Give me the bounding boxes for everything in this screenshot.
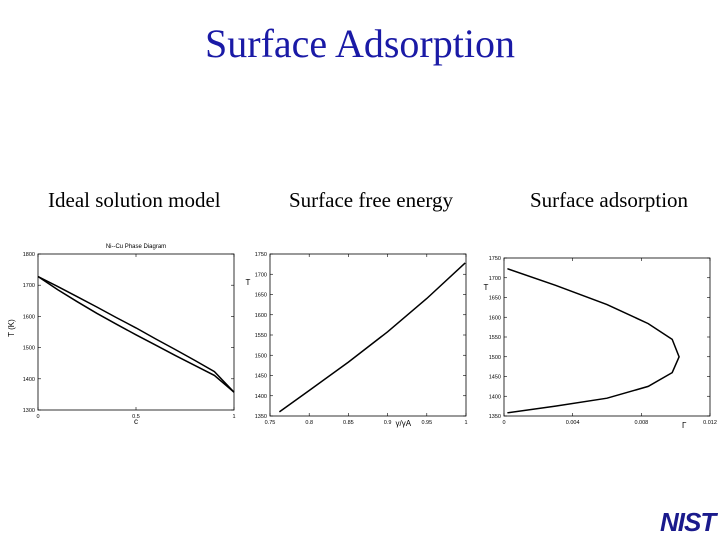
x-tick-label: 0.95 (421, 420, 432, 426)
x-tick-label: 0.8 (305, 420, 313, 426)
y-tick-label: 1600 (23, 314, 35, 320)
x-tick-label: 0 (502, 420, 505, 426)
y-tick-label: 1750 (489, 256, 501, 262)
y-tick-label: 1500 (489, 355, 501, 361)
y-tick-label: 1650 (255, 293, 267, 299)
y-tick-label: 1600 (255, 313, 267, 319)
y-tick-label: 1550 (255, 333, 267, 339)
caption-surface-adsorption: Surface adsorption (530, 188, 689, 212)
plot-frame (269, 253, 467, 417)
plot-frame (503, 257, 711, 417)
x-tick-label: 0 (36, 414, 39, 420)
series-line (37, 275, 235, 393)
slide-title: Surface Adsorption (205, 21, 515, 66)
x-tick-label: 0.75 (265, 420, 276, 426)
y-tick-label: 1750 (255, 252, 267, 258)
y-axis-label: T (484, 283, 489, 292)
chart-title: Ni--Cu Phase Diagram (106, 244, 166, 250)
surface-free-energy-chart: 0.75 0.8 0.85 0.9 0.95 1 1350 1400 1450 1500 1550 1… (246, 252, 468, 428)
x-tick-label: 0.004 (566, 420, 580, 426)
surface-adsorption-chart: 0 0.004 0.008 0.012 1350 1400 1450 1500 1550 1600… (484, 256, 717, 430)
y-tick-label: 1400 (23, 377, 35, 383)
plot-frame (37, 253, 235, 411)
x-tick-label: 0.9 (384, 420, 392, 426)
y-tick-label: 1800 (23, 252, 35, 258)
x-tick-label: 1 (464, 420, 467, 426)
y-axis-label: T (K) (7, 319, 16, 337)
y-tick-label: 1700 (255, 272, 267, 278)
y-tick-label: 1300 (23, 408, 35, 414)
y-tick-label: 1650 (489, 296, 501, 302)
y-tick-label: 1500 (255, 353, 267, 359)
y-tick-label: 1600 (489, 315, 501, 321)
x-tick-label: 0.85 (343, 420, 354, 426)
y-tick-label: 1550 (489, 335, 501, 341)
series-line (507, 267, 680, 414)
y-tick-label: 1450 (489, 375, 501, 381)
nist-logo: NIST (660, 507, 716, 537)
y-tick-label: 1400 (489, 394, 501, 400)
x-tick-label: 0.008 (634, 420, 648, 426)
y-axis-label: T (246, 278, 251, 287)
x-tick-label: 1 (232, 414, 235, 420)
y-tick-label: 1700 (23, 283, 35, 289)
y-tick-label: 1350 (255, 414, 267, 420)
y-tick-label: 1500 (23, 346, 35, 352)
x-axis-label: Γ (682, 421, 687, 430)
y-tick-label: 1450 (255, 374, 267, 380)
y-tick-label: 1350 (489, 414, 501, 420)
y-tick-label: 1700 (489, 276, 501, 282)
x-axis-label: c (134, 417, 138, 426)
x-tick-label: 0.5 (132, 414, 140, 420)
x-tick-label: 0.012 (703, 420, 717, 426)
y-tick-label: 1400 (255, 394, 267, 400)
phase-diagram-chart: 0 0.5 1 1300 1400 1500 1600 1700 1800 Ni--Cu Phas… (7, 244, 236, 426)
caption-ideal-solution: Ideal solution model (48, 188, 221, 212)
x-axis-label: γ/γA (395, 419, 411, 428)
caption-surface-free-energy: Surface free energy (289, 188, 454, 212)
series-line (37, 275, 235, 393)
series-line (278, 262, 466, 413)
